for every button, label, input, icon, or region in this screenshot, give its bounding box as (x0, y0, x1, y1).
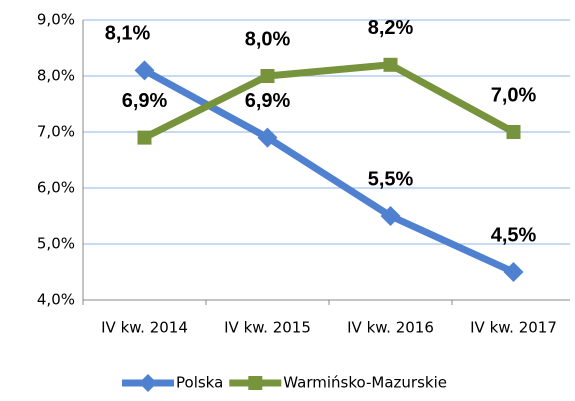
legend-label: Polska (176, 374, 223, 392)
series-line (142, 61, 516, 141)
legend-label: Warmińsko-Mazurskie (283, 374, 447, 392)
y-tick-label: 6,0% (37, 179, 75, 197)
legend-marker (139, 374, 157, 392)
x-tick-label: IV kw. 2017 (470, 319, 557, 337)
value-label: 4,5% (491, 224, 537, 246)
value-label: 8,1% (105, 23, 151, 45)
y-tick-label: 4,0% (37, 291, 75, 309)
marker (260, 69, 275, 83)
y-tick-label: 7,0% (37, 123, 75, 141)
legend-marker (248, 376, 263, 390)
value-label: 6,9% (122, 90, 168, 112)
marker (506, 125, 521, 139)
value-label: 6,9% (245, 90, 291, 112)
value-label: 7,0% (491, 84, 537, 106)
x-tick-label: IV kw. 2014 (101, 319, 188, 337)
marker (257, 127, 278, 148)
marker (380, 206, 401, 226)
value-label: 8,2% (368, 17, 414, 39)
y-tick-label: 9,0% (37, 11, 75, 29)
value-label: 8,0% (245, 28, 291, 50)
x-tick-label: IV kw. 2015 (224, 319, 311, 337)
marker (503, 262, 524, 282)
marker (137, 130, 152, 145)
value-label: 5,5% (368, 168, 414, 190)
marker (134, 60, 155, 81)
x-tick-label: IV kw. 2016 (347, 319, 434, 337)
marker (383, 57, 398, 72)
y-tick-label: 8,0% (37, 67, 75, 85)
y-tick-label: 5,0% (37, 235, 75, 253)
